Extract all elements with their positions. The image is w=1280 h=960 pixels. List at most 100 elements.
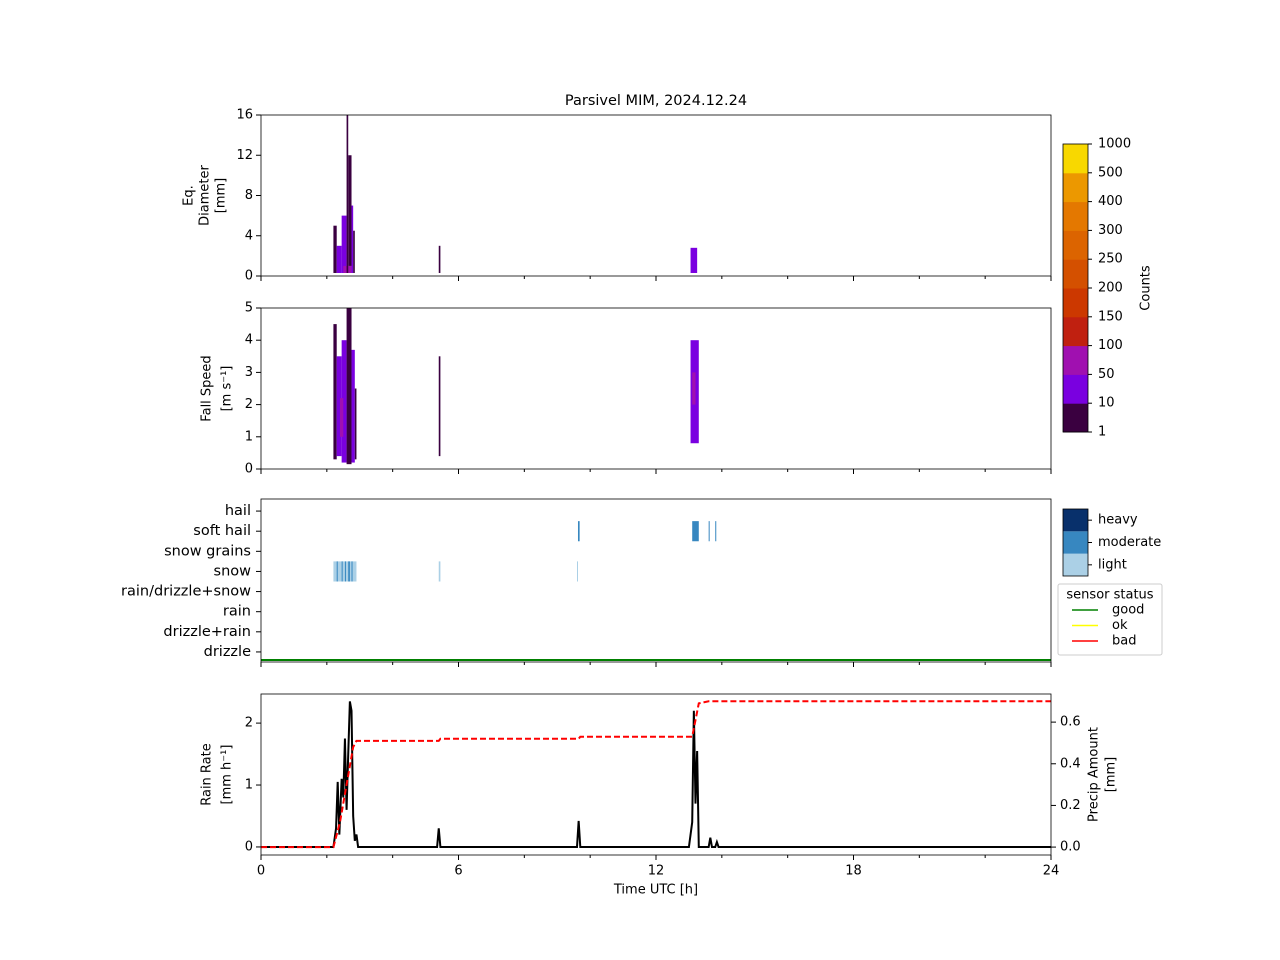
- heatmap-cell: [346, 308, 352, 465]
- cbar-tick-label: 300: [1098, 223, 1123, 238]
- event-bar: [348, 561, 350, 582]
- y-tick-label: hail: [225, 503, 251, 519]
- event-bar: [438, 561, 441, 582]
- heatmap-cell: [336, 356, 342, 457]
- colorbar-swatch: [1063, 316, 1088, 347]
- cbar-tick-label: 400: [1098, 194, 1123, 209]
- intensity-swatch: [1063, 509, 1088, 532]
- line-series: [261, 700, 1051, 849]
- y-tick-label: 0: [245, 269, 253, 284]
- axis-label: Precip Amount: [1087, 727, 1102, 822]
- colorbar-swatch: [1063, 288, 1088, 318]
- event-bar: [344, 561, 346, 582]
- axis-label: Eq.: [182, 185, 197, 206]
- colorbar-swatch: [1063, 374, 1088, 404]
- cbar-tick-label: 50: [1098, 367, 1115, 382]
- heatmap-cell: [354, 388, 357, 460]
- cbar-tick-label: 1000: [1098, 137, 1131, 152]
- y-tick-label: 16: [236, 108, 253, 123]
- chart-title: Parsivel MIM, 2024.12.24: [565, 93, 747, 109]
- x-axis-label: Time UTC [h]: [613, 883, 698, 898]
- colorbar-swatch: [1063, 144, 1088, 174]
- cbar-tick-label: 500: [1098, 165, 1123, 180]
- colorbar-swatch: [1063, 403, 1088, 433]
- intensity-swatch: [1063, 531, 1088, 554]
- y2-tick-label: 0.6: [1060, 715, 1081, 730]
- plot-frame: [260, 307, 1052, 470]
- axis-label: [m s⁻¹]: [220, 366, 235, 412]
- y2-tick-label: 0.4: [1060, 756, 1081, 771]
- cbar-tick-label: 100: [1098, 338, 1123, 353]
- legend-label: ok: [1112, 618, 1128, 633]
- y-tick-label: 2: [245, 716, 253, 731]
- heatmap-cell: [341, 215, 347, 273]
- legend-label: good: [1112, 603, 1144, 618]
- cbar-tick-label: 10: [1098, 396, 1115, 411]
- plot-frame: [260, 114, 1052, 277]
- y2-tick-label: 0.0: [1060, 840, 1081, 855]
- y-tick-label: rain: [223, 604, 251, 620]
- y-tick-label: snow grains: [164, 543, 251, 559]
- heatmap-cell: [438, 245, 441, 273]
- colorbar-swatch: [1063, 201, 1088, 231]
- heatmap-cell: [690, 247, 698, 273]
- plot-frame: [260, 498, 1052, 663]
- event-bar: [336, 561, 338, 582]
- heatmap-cell: [351, 349, 355, 463]
- heatmap-cell: [353, 230, 355, 273]
- heatmap-cell: [348, 155, 352, 266]
- cbar-label: Counts: [1139, 265, 1154, 311]
- y-tick-label: 0: [245, 839, 253, 854]
- x-tick-label: 0: [257, 864, 265, 879]
- y-tick-label: 1: [245, 429, 253, 444]
- x-tick-label: 24: [1043, 864, 1060, 879]
- heatmap-cell: [333, 324, 337, 460]
- cbar-tick-label: 200: [1098, 281, 1123, 296]
- event-bar: [708, 521, 710, 542]
- y-tick-label: 3: [245, 365, 253, 380]
- legend-box: [1057, 583, 1163, 656]
- y-tick-label: rain/drizzle+snow: [121, 584, 251, 600]
- heatmap-cell: [333, 225, 337, 273]
- y-tick-label: 8: [245, 188, 253, 203]
- y-tick-label: drizzle+rain: [163, 624, 251, 640]
- x-tick-label: 12: [648, 864, 665, 879]
- heatmap-cell: [340, 398, 344, 437]
- y-tick-label: drizzle: [204, 644, 251, 660]
- heatmap-cell: [336, 245, 342, 273]
- y-tick-label: 5: [245, 301, 253, 316]
- y-tick-label: soft hail: [193, 523, 251, 539]
- axis-label: [mm]: [214, 178, 229, 213]
- plot-frame: [260, 693, 1052, 856]
- x-tick-label: 6: [454, 864, 462, 879]
- y-tick-label: snow: [214, 563, 252, 579]
- cbar-frame: [1062, 508, 1089, 577]
- colorbar-swatch: [1063, 259, 1088, 289]
- cbar-tick-label: 1: [1098, 425, 1106, 440]
- intensity-swatch: [1063, 553, 1088, 576]
- event-bar: [692, 521, 699, 542]
- y-tick-label: 12: [236, 148, 253, 163]
- y-tick-label: 0: [245, 462, 253, 477]
- colorbar-swatch: [1063, 345, 1088, 375]
- intensity-label: heavy: [1098, 513, 1138, 528]
- y-tick-label: 1: [245, 778, 253, 793]
- event-bar: [715, 521, 717, 542]
- heatmap-cell: [351, 205, 354, 273]
- y-tick-label: 4: [245, 228, 253, 243]
- heatmap-cell: [346, 115, 349, 273]
- event-bar: [341, 561, 343, 582]
- y-tick-label: 2: [245, 397, 253, 412]
- heatmap-cell: [692, 372, 696, 405]
- axis-label: [mm h⁻¹]: [220, 745, 235, 805]
- heatmap-cell: [438, 356, 441, 457]
- legend-title: sensor status: [1066, 588, 1153, 603]
- axis-label: Fall Speed: [200, 355, 215, 421]
- heatmap-cell: [341, 340, 347, 463]
- axis-label: Rain Rate: [200, 743, 215, 806]
- event-bar: [351, 561, 353, 582]
- event-bar: [577, 521, 580, 542]
- colorbar-swatch: [1063, 230, 1088, 260]
- y2-tick-label: 0.2: [1060, 798, 1081, 813]
